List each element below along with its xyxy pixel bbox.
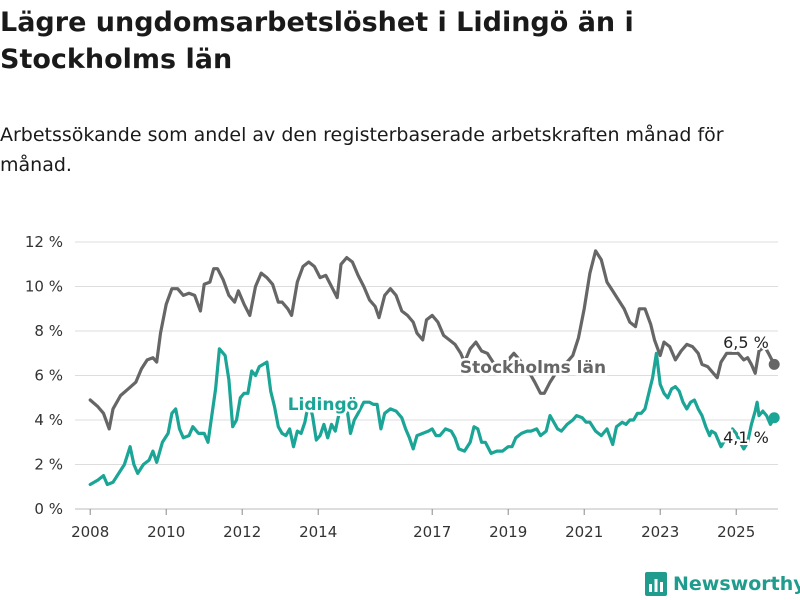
series-labels: Stockholms län Lidingö 6,5 % 4,1 %: [285, 331, 771, 449]
brand-name: Newsworthy: [673, 573, 800, 595]
brand-logo: Newsworthy: [645, 570, 800, 598]
lidingo-series-end-marker: [768, 412, 780, 424]
line-chart: 0 % 2 % 4 % 6 % 8 % 10 % 12 % 2008 2010 2012 2014…: [25, 233, 780, 541]
series-lines: [88, 249, 780, 487]
x-tick-label: 2023: [641, 523, 679, 541]
stockholm-series-line: [88, 249, 776, 431]
x-tick-label: 2008: [71, 523, 109, 541]
y-tick-label: 4 %: [34, 411, 63, 429]
y-axis-ticks: 0 % 2 % 4 % 6 % 8 % 10 % 12 %: [25, 233, 63, 518]
chart-title: Lägre ungdomsarbetslöshet i Lidingö än i…: [0, 7, 634, 75]
x-tick-label: 2017: [413, 523, 451, 541]
stockholm-series-end-marker: [768, 358, 780, 370]
x-tick-label: 2019: [489, 523, 527, 541]
y-tick-label: 0 %: [34, 500, 63, 518]
x-tick-label: 2021: [565, 523, 603, 541]
lidingo-series-label: Lidingö: [288, 395, 359, 415]
x-tick-label: 2014: [299, 523, 337, 541]
y-tick-label: 2 %: [34, 456, 63, 474]
newsworthy-logo-icon: [645, 572, 667, 596]
stockholm-end-value: 6,5 %: [723, 333, 769, 352]
x-tick-label: 2025: [717, 523, 755, 541]
grid-lines: [75, 241, 778, 510]
lidingo-series-line: [88, 347, 776, 487]
lidingo-end-value: 4,1 %: [723, 428, 769, 447]
y-tick-label: 12 %: [25, 233, 63, 251]
x-axis-ticks: 2008 2010 2012 2014 2017 2019 2021 2023 2025: [71, 509, 755, 541]
chart-subtitle: Arbetssökande som andel av den registerb…: [0, 124, 724, 176]
y-tick-label: 10 %: [25, 278, 63, 296]
x-tick-label: 2010: [147, 523, 185, 541]
x-tick-label: 2012: [223, 523, 261, 541]
stockholm-series-label: Stockholms län: [460, 358, 606, 378]
y-tick-label: 8 %: [34, 322, 63, 340]
y-tick-label: 6 %: [34, 367, 63, 385]
